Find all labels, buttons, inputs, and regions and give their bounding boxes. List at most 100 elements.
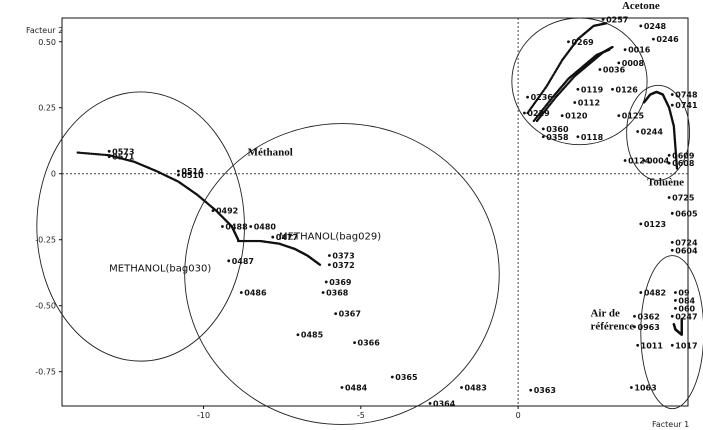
labeled-point-text: 0244 — [641, 127, 664, 136]
labeled-point-text: 0008 — [622, 59, 645, 68]
labeled-point-marker — [221, 225, 224, 228]
labeled-point-marker — [390, 375, 394, 379]
trajectory-point — [99, 153, 102, 156]
labeled-point-text: 0488 — [225, 223, 248, 232]
labeled-point-marker — [327, 254, 331, 257]
labeled-point-marker — [667, 196, 671, 199]
labeled-point-text: 0364 — [433, 399, 456, 408]
trajectory-point — [94, 152, 97, 156]
labeled-point-text: 0229 — [527, 109, 550, 118]
labeled-point-marker — [334, 312, 338, 316]
group-annotation: METHANOL(bag030) — [109, 263, 211, 274]
labeled-point-text: 0372 — [332, 261, 354, 270]
trajectories-layer — [76, 22, 683, 336]
labeled-point-text: 0367 — [339, 310, 361, 319]
labeled-point-text: 0514 — [181, 167, 204, 176]
labeled-point-text: 0571 — [112, 153, 135, 162]
labeled-point-marker — [107, 149, 111, 153]
labeled-point-text: 0573 — [112, 147, 134, 156]
y-tick-label: 0.25 — [38, 104, 56, 113]
labeled-point-text: 0605 — [675, 209, 698, 218]
labeled-point-marker — [629, 386, 633, 389]
labeled-point-text: 0016 — [628, 46, 651, 55]
labeled-point-marker — [321, 291, 325, 294]
trajectory-point — [106, 153, 109, 157]
labeled-point-marker — [541, 127, 545, 131]
labeled-point-text: 0609 — [672, 151, 695, 160]
labeled-point-marker — [353, 341, 356, 345]
labeled-point-text: 0485 — [301, 331, 324, 340]
trajectory-point — [95, 153, 99, 156]
labeled-point-text: 0246 — [656, 35, 679, 44]
labeled-point-marker — [667, 153, 671, 157]
labeled-point-marker — [670, 343, 674, 347]
trajectory-point — [87, 152, 90, 155]
labeled-point-marker — [523, 111, 526, 115]
trajectory-point — [611, 45, 614, 49]
group-annotation: Toluène — [647, 177, 684, 189]
trajectory-point — [88, 152, 92, 155]
labeled-point-text: 0724 — [675, 238, 698, 247]
labeled-point-marker — [428, 401, 432, 405]
labeled-point-marker — [573, 101, 577, 104]
labeled-point-marker — [623, 159, 627, 162]
labeled-point-text: 0483 — [465, 384, 487, 393]
labeled-point-text: 0480 — [254, 223, 277, 232]
y-tick-label: -0.75 — [35, 368, 56, 377]
x-tick-label: -5 — [357, 411, 365, 420]
labeled-point-marker — [176, 169, 180, 173]
labeled-point-text: 1063 — [634, 384, 656, 393]
labeled-point-marker — [227, 259, 231, 263]
cluster-ellipse — [640, 255, 703, 410]
x-tick-label: -10 — [197, 411, 210, 420]
y-tick-label: -0.25 — [35, 236, 56, 245]
labeled-point-text: 09 — [678, 289, 690, 298]
labeled-point-text: 0487 — [232, 257, 254, 266]
labeled-point-marker — [211, 209, 215, 213]
labeled-point-text: 0510 — [181, 171, 204, 180]
labeled-point-marker — [670, 103, 674, 107]
labeled-point-text: 0236 — [531, 93, 554, 102]
labeled-point-text: 0123 — [644, 220, 666, 229]
labeled-point-text: 084 — [678, 296, 695, 305]
ellipses-layer — [36, 17, 703, 425]
labeled-point-text: 0004 — [647, 157, 670, 166]
y-axis-title: Facteur 2 — [26, 26, 63, 35]
labeled-point-marker — [670, 240, 674, 244]
labeled-point-marker — [636, 343, 640, 347]
labeled-point-text: 0247 — [675, 312, 697, 321]
labeled-point-text: 1017 — [675, 341, 697, 350]
labeled-point-marker — [674, 291, 677, 294]
trajectory-point — [90, 152, 93, 155]
cluster-ellipse — [511, 17, 648, 146]
labeled-point-marker — [633, 325, 636, 329]
labeled-point-marker — [617, 114, 621, 118]
trajectory-point — [78, 151, 81, 154]
labeled-point-text: 0725 — [672, 193, 695, 202]
labeled-point-text: 1011 — [641, 341, 664, 350]
axes: 0.50 0.25 0 -0.25 -0.50 -0.75 -10 -5 0 — [35, 18, 688, 420]
labeled-point-text: 0608 — [672, 159, 695, 168]
trajectory-point — [318, 263, 322, 266]
labeled-point-text: 0363 — [534, 386, 556, 395]
y-tick-label: 0 — [51, 170, 56, 179]
labeled-point-text: 0741 — [675, 101, 698, 110]
labeled-point-text: 0486 — [244, 289, 267, 298]
labeled-point-marker — [601, 17, 605, 21]
group-annotation: Méthanol — [248, 146, 293, 158]
labeled-point-marker — [674, 299, 677, 302]
labeled-point-text: 0360 — [546, 125, 569, 134]
labeled-point-marker — [526, 95, 529, 99]
labeled-point-marker — [670, 93, 674, 96]
trajectory-point — [92, 152, 95, 156]
cluster-ellipse — [36, 91, 245, 362]
labeled-point-marker — [667, 161, 671, 165]
labeled-point-marker — [642, 159, 646, 162]
labeled-point-text: 0118 — [581, 133, 604, 142]
labeled-point-text: 0748 — [675, 91, 698, 100]
x-axis-title: Facteur 1 — [652, 420, 689, 429]
labeled-point-text: 0119 — [581, 85, 604, 94]
labeled-point-marker — [611, 87, 614, 91]
